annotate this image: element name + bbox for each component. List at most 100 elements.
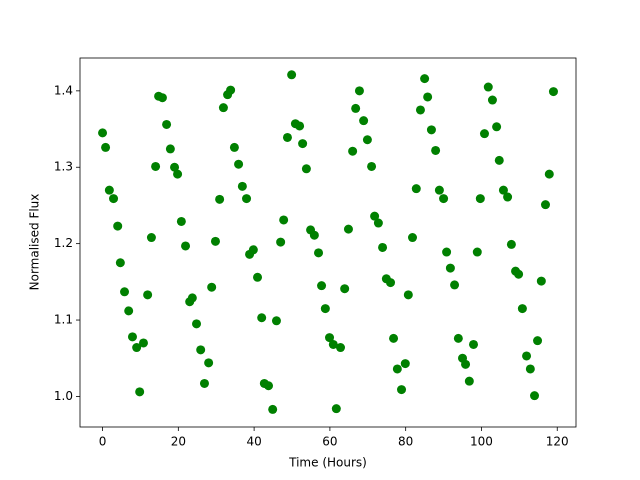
point <box>548 87 558 97</box>
point <box>362 135 372 145</box>
point <box>397 385 407 395</box>
point <box>506 239 516 249</box>
point <box>135 387 145 397</box>
x-tick-label: 40 <box>246 435 261 449</box>
point <box>113 221 123 231</box>
point <box>298 139 308 149</box>
point <box>210 236 220 246</box>
point <box>331 404 341 414</box>
point <box>215 194 225 204</box>
point <box>407 233 417 243</box>
point <box>442 247 452 257</box>
point <box>431 145 441 155</box>
point <box>143 290 153 300</box>
point <box>301 164 311 174</box>
point <box>373 218 383 228</box>
point <box>494 155 504 165</box>
point <box>295 121 305 131</box>
x-tick-label: 20 <box>171 435 186 449</box>
point <box>98 128 108 138</box>
point <box>439 194 449 204</box>
point <box>229 142 239 152</box>
point <box>517 304 527 314</box>
point <box>204 358 214 368</box>
point <box>540 200 550 210</box>
point <box>351 103 361 113</box>
point <box>354 86 364 96</box>
point <box>271 316 281 326</box>
x-tick-label: 100 <box>470 435 493 449</box>
point <box>151 161 161 171</box>
point <box>514 269 524 279</box>
point <box>104 185 114 195</box>
point <box>370 211 380 221</box>
point <box>173 169 183 179</box>
point <box>445 263 455 273</box>
point <box>314 248 324 258</box>
point <box>162 119 172 129</box>
x-tick-label: 60 <box>322 435 337 449</box>
y-tick-label: 1.3 <box>54 160 73 174</box>
point <box>411 184 421 194</box>
point <box>176 216 186 226</box>
point <box>170 162 180 172</box>
point <box>343 224 353 234</box>
point <box>199 378 209 388</box>
point <box>120 287 130 297</box>
point <box>533 336 543 346</box>
y-tick-label: 1.0 <box>54 389 73 403</box>
point <box>127 332 137 342</box>
point <box>378 242 388 252</box>
point <box>359 116 369 126</box>
point <box>487 95 497 105</box>
point <box>340 284 350 294</box>
point <box>392 364 402 374</box>
point <box>420 74 430 84</box>
point <box>475 194 485 204</box>
point <box>453 333 463 343</box>
point <box>483 82 493 92</box>
point <box>434 185 444 195</box>
point <box>257 313 267 323</box>
point <box>207 282 217 292</box>
point <box>328 339 338 349</box>
point <box>317 281 327 291</box>
point <box>469 339 479 349</box>
point <box>101 142 111 152</box>
x-tick-label: 0 <box>99 435 107 449</box>
point <box>157 93 167 103</box>
point <box>242 194 252 204</box>
point <box>132 343 142 353</box>
point <box>530 391 540 401</box>
point <box>218 103 228 113</box>
point <box>115 258 125 268</box>
point <box>367 161 377 171</box>
point <box>498 185 508 195</box>
point <box>503 192 513 202</box>
point <box>450 280 460 290</box>
point <box>192 319 202 329</box>
point <box>426 125 436 135</box>
point <box>264 381 274 391</box>
x-axis-label: Time (Hours) <box>288 456 367 470</box>
point <box>544 169 554 179</box>
point <box>253 272 263 282</box>
point <box>196 345 206 355</box>
point <box>226 85 236 95</box>
point <box>348 146 358 156</box>
point <box>536 276 546 286</box>
plot-frame <box>79 57 577 428</box>
point <box>464 376 474 386</box>
point <box>389 333 399 343</box>
point <box>472 247 482 257</box>
point <box>146 233 156 243</box>
y-tick-label: 1.4 <box>54 83 73 97</box>
point <box>282 132 292 142</box>
x-tick-label: 80 <box>398 435 413 449</box>
point <box>522 351 532 361</box>
point <box>386 278 396 288</box>
point <box>109 194 119 204</box>
point <box>400 359 410 369</box>
